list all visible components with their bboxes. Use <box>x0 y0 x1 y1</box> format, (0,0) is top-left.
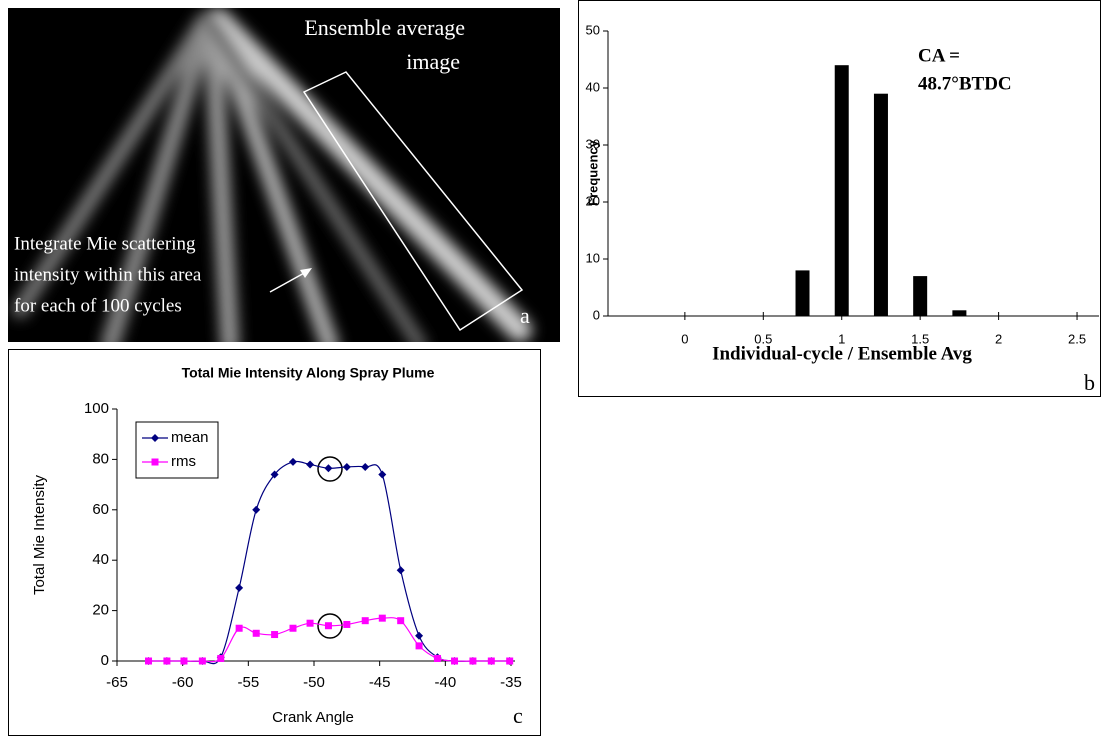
image-note: intensity within this area <box>14 264 202 285</box>
bar <box>952 310 967 316</box>
x-tick-label: -65 <box>106 674 128 691</box>
arrow-head <box>300 268 312 278</box>
x-axis-label: Individual-cycle / Ensemble Avg <box>712 343 972 364</box>
x-tick-label: -35 <box>500 674 522 691</box>
marker <box>180 657 188 665</box>
marker <box>288 457 297 466</box>
x-tick-label: 0.5 <box>754 331 772 346</box>
marker <box>361 617 369 625</box>
y-tick-label: 20 <box>92 602 109 619</box>
y-tick-label: 40 <box>92 551 109 568</box>
y-tick-label: 100 <box>84 400 109 417</box>
x-tick-label: -50 <box>303 674 325 691</box>
arrow <box>269 271 307 293</box>
marker <box>487 657 495 665</box>
highlight-circle <box>317 613 343 639</box>
marker <box>343 620 351 628</box>
marker <box>235 624 243 632</box>
x-tick-label: 1.5 <box>911 331 929 346</box>
image-note: for each of 100 cycles <box>14 295 182 316</box>
bar <box>795 270 810 316</box>
marker <box>324 464 333 473</box>
y-tick-label: 20 <box>586 193 600 208</box>
marker <box>396 566 405 575</box>
marker <box>415 631 424 640</box>
bar <box>873 93 888 316</box>
marker <box>306 619 314 627</box>
marker <box>361 462 370 471</box>
y-tick-label: 0 <box>101 652 109 669</box>
panel-label: c <box>513 703 523 728</box>
x-tick-label: -55 <box>237 674 259 691</box>
y-tick-label: 0 <box>593 307 600 322</box>
marker <box>415 642 423 650</box>
marker <box>252 505 261 514</box>
integration-box <box>302 71 524 332</box>
legend-marker <box>151 434 159 442</box>
marker <box>433 654 441 662</box>
marker <box>451 657 459 665</box>
marker <box>235 583 244 592</box>
legend-marker <box>151 458 159 466</box>
x-tick-label: 2.5 <box>1068 331 1086 346</box>
y-tick-label: 60 <box>92 501 109 518</box>
marker <box>198 657 206 665</box>
marker <box>506 657 514 665</box>
y-tick-label: 40 <box>586 79 600 94</box>
y-tick-label: 50 <box>586 22 600 37</box>
series-line <box>148 460 510 665</box>
marker <box>378 470 387 479</box>
y-tick-label: 10 <box>586 250 600 265</box>
y-axis-label: Frequency <box>585 139 600 206</box>
marker <box>163 657 171 665</box>
y-axis-label: Total Mie Intensity <box>31 474 48 595</box>
bar <box>913 276 928 316</box>
x-tick-label: 1 <box>838 331 845 346</box>
chart-title: Total Mie Intensity Along Spray Plume <box>182 365 435 381</box>
x-axis-label: Crank Angle <box>272 709 354 726</box>
marker <box>289 624 297 632</box>
image-note: Integrate Mie scattering <box>14 233 196 254</box>
legend-label: mean <box>171 429 209 446</box>
bar <box>834 65 849 316</box>
marker <box>469 657 477 665</box>
marker <box>217 654 225 662</box>
marker <box>145 657 153 665</box>
x-tick-label: 0 <box>681 331 688 346</box>
panel-label: a <box>520 303 530 328</box>
marker <box>324 622 332 630</box>
legend-label: rms <box>171 453 196 470</box>
highlight-circle <box>317 456 343 482</box>
panel-label: b <box>1084 370 1095 395</box>
marker <box>271 631 279 639</box>
marker <box>397 617 405 625</box>
marker <box>342 462 351 471</box>
image-title: image <box>406 49 460 74</box>
annotation: CA = <box>918 45 960 66</box>
x-tick-label: -45 <box>369 674 391 691</box>
legend-box <box>135 421 219 479</box>
marker <box>270 470 279 479</box>
annotation: 48.7°BTDC <box>918 73 1012 94</box>
image-panel: Ensemble average image Integrate Mie sca… <box>8 8 560 342</box>
image-title: Ensemble average <box>304 15 465 40</box>
x-tick-label: -40 <box>434 674 456 691</box>
marker <box>306 460 315 469</box>
marker <box>378 614 386 622</box>
y-tick-label: 30 <box>586 136 600 151</box>
spray-plumes <box>12 8 532 342</box>
x-tick-label: -60 <box>172 674 194 691</box>
x-tick-label: 2 <box>995 331 1002 346</box>
y-tick-label: 80 <box>92 450 109 467</box>
marker <box>252 629 260 637</box>
